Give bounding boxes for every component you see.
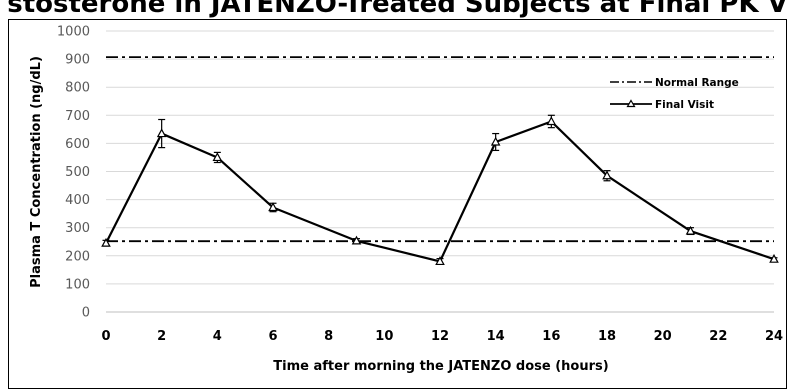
y-tick-label: 600: [65, 137, 90, 152]
x-tick-label: 2: [157, 329, 166, 344]
y-tick-label: 700: [65, 109, 90, 124]
data-point: [212, 152, 223, 162]
x-tick-label: 16: [542, 329, 560, 344]
x-tick-label: 8: [324, 329, 333, 344]
x-tick-label: 18: [598, 329, 616, 344]
y-tick-label: 900: [65, 53, 90, 68]
legend: Normal Range Final Visit: [610, 77, 739, 111]
data-point: [685, 225, 696, 235]
data-point: [546, 116, 557, 126]
y-tick-label: 400: [65, 193, 90, 208]
y-axis-title: Plasma T Concentration (ng/dL): [29, 56, 44, 288]
y-tick-label: 300: [65, 221, 90, 236]
x-tick-label: 0: [101, 329, 110, 344]
legend-normal-range-label: Normal Range: [655, 77, 739, 89]
x-tick-label: 24: [765, 329, 783, 344]
data-point: [101, 237, 111, 247]
x-tick-label: 20: [654, 329, 672, 344]
chart-title: stosterone in JATENZO-Treated Subjects a…: [7, 0, 788, 19]
y-tick-label: 0: [82, 306, 90, 321]
legend-final-visit-label: Final Visit: [655, 99, 714, 111]
x-tick-label: 22: [709, 329, 727, 344]
data-point: [156, 128, 167, 138]
y-tick-label: 800: [65, 81, 90, 96]
x-tick-label: 4: [213, 329, 222, 344]
x-axis-title: Time after morning the JATENZO dose (hou…: [273, 359, 608, 374]
data-point: [769, 253, 779, 263]
x-tick-label: 14: [487, 329, 505, 344]
y-tick-label: 100: [65, 277, 90, 292]
data-point: [268, 202, 278, 212]
data-point: [351, 235, 362, 245]
x-tick-label: 6: [268, 329, 277, 344]
y-tick-label: 500: [65, 165, 90, 180]
x-tick-label: 10: [375, 329, 393, 344]
y-tick-label: 1000: [57, 25, 90, 40]
data-point: [490, 136, 501, 146]
legend-final-visit-marker: [626, 99, 636, 108]
y-tick-label: 200: [65, 249, 90, 264]
data-point: [602, 170, 612, 180]
data-point: [435, 256, 445, 266]
reference-lines: [106, 56, 774, 243]
series-final-visit: [101, 114, 779, 266]
x-tick-label: 12: [431, 329, 449, 344]
gridlines: [106, 30, 774, 285]
